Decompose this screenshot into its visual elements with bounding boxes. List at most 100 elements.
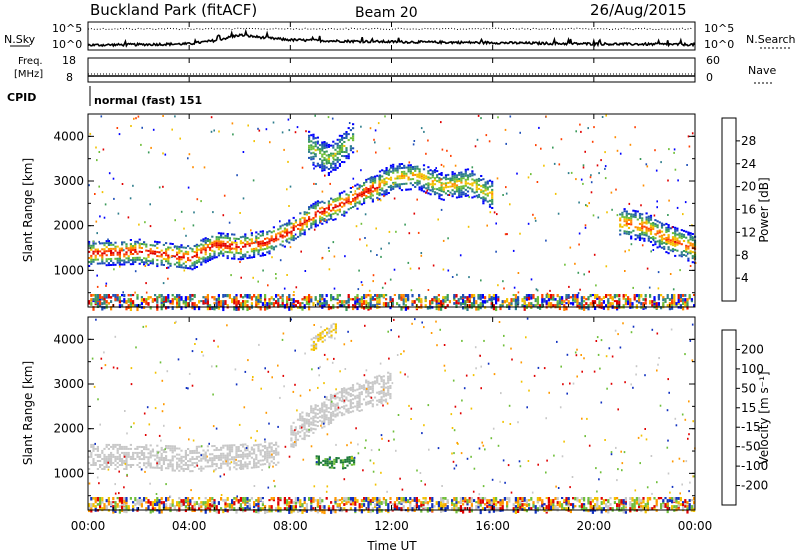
- echo-cell: [310, 140, 313, 143]
- echo-cell: [233, 460, 236, 463]
- echo-cell: [206, 256, 209, 259]
- echo-cell: [154, 507, 157, 512]
- echo-cell: [663, 245, 666, 248]
- echo-cell: [327, 160, 330, 162]
- echo-cell: [132, 263, 135, 266]
- echo-cell: [307, 412, 311, 415]
- echo-cell: [129, 251, 132, 254]
- echo-cell: [235, 237, 238, 240]
- echo-cell: [255, 241, 258, 244]
- echo-cell: [411, 507, 414, 512]
- echo-cell: [376, 174, 379, 177]
- echo-cell: [170, 255, 173, 258]
- echo-cell: [689, 234, 692, 237]
- echo-cell: [330, 298, 333, 302]
- echo-cell: [527, 176, 530, 179]
- echo-cell: [453, 186, 456, 189]
- echo-cell: [340, 412, 344, 415]
- echo-cell: [554, 298, 557, 301]
- echo-cell: [195, 451, 198, 454]
- echo-cell: [541, 503, 544, 508]
- echo-cell: [466, 503, 469, 506]
- echo-cell: [371, 383, 374, 386]
- echo-cell: [464, 174, 467, 177]
- echo-cell: [158, 255, 161, 258]
- echo-cell: [677, 298, 680, 304]
- echo-cell: [277, 453, 280, 456]
- echo-cell: [486, 300, 489, 303]
- echo-cell: [252, 276, 254, 279]
- echo-cell: [116, 257, 119, 260]
- echo-cell: [504, 128, 507, 131]
- echo-cell: [158, 241, 161, 244]
- echo-cell: [378, 392, 381, 395]
- echo-cell: [341, 497, 344, 501]
- echo-cell: [679, 294, 682, 299]
- echo-cell: [517, 503, 520, 509]
- echo-cell: [235, 454, 238, 457]
- echo-cell: [314, 414, 317, 417]
- echo-cell: [660, 246, 664, 249]
- echo-cell: [383, 192, 386, 195]
- echo-cell: [138, 223, 140, 226]
- echo-cell: [92, 258, 95, 261]
- echo-cell: [347, 391, 350, 394]
- echo-cell: [407, 306, 410, 310]
- echo-cell: [110, 252, 113, 254]
- echo-cell: [136, 501, 139, 505]
- echo-cell: [372, 274, 375, 277]
- echo-cell: [96, 304, 99, 308]
- echo-cell: [217, 509, 220, 514]
- echo-cell: [88, 468, 91, 470]
- echo-cell: [185, 234, 187, 237]
- echo-cell: [217, 454, 220, 457]
- echo-cell: [338, 198, 341, 201]
- echo-cell: [674, 242, 677, 245]
- echo-cell: [619, 229, 622, 232]
- echo-cell: [556, 503, 559, 507]
- echo-cell: [453, 497, 456, 501]
- echo-cell: [587, 501, 590, 505]
- echo-cell: [103, 447, 106, 450]
- echo-cell: [176, 298, 179, 302]
- echo-cell: [652, 249, 655, 251]
- echo-cell: [182, 463, 185, 466]
- echo-cell: [316, 408, 319, 411]
- echo-cell: [420, 175, 423, 178]
- echo-cell: [628, 249, 630, 252]
- echo-cell: [242, 507, 245, 512]
- echo-cell: [189, 458, 192, 461]
- echo-cell: [369, 195, 372, 198]
- echo-cell: [616, 214, 619, 217]
- echo-cell: [395, 230, 397, 233]
- echo-cell: [371, 200, 374, 203]
- echo-cell: [396, 503, 399, 506]
- echo-cell: [242, 255, 245, 258]
- echo-cell: [376, 254, 378, 256]
- echo-cell: [237, 238, 240, 240]
- cpid-mode: normal (fast) 151: [94, 94, 202, 107]
- echo-cell: [506, 503, 509, 508]
- echo-cell: [301, 222, 304, 225]
- echo-cell: [623, 210, 626, 213]
- echo-cell: [286, 296, 289, 301]
- echo-cell: [211, 243, 214, 246]
- echo-cell: [198, 260, 201, 263]
- echo-cell: [147, 505, 150, 510]
- echo-cell: [411, 184, 415, 187]
- echo-cell: [206, 258, 209, 261]
- echo-cell: [316, 140, 319, 143]
- echo-cell: [654, 149, 656, 152]
- echo-cell: [220, 234, 223, 237]
- echo-cell: [312, 141, 315, 144]
- echo-cell: [134, 248, 137, 251]
- echo-cell: [307, 425, 311, 427]
- echo-cell: [622, 296, 625, 300]
- echo-cell: [151, 450, 154, 453]
- echo-cell: [536, 300, 539, 305]
- echo-cell: [125, 300, 128, 305]
- echo-cell: [321, 149, 324, 152]
- echo-cell: [165, 258, 168, 261]
- echo-cell: [376, 196, 379, 199]
- echo-cell: [116, 449, 119, 452]
